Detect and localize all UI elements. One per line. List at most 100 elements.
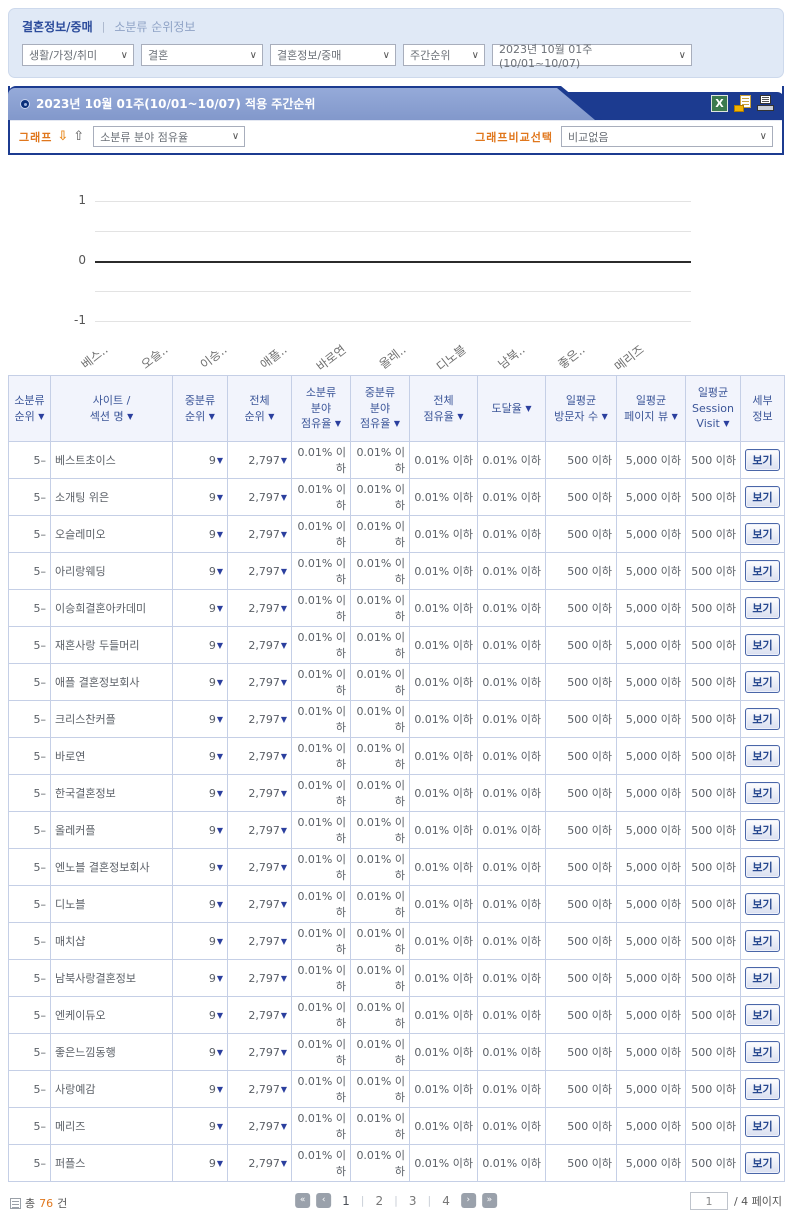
page-number-input[interactable] xyxy=(689,1192,728,1210)
view-detail-button[interactable]: 보기 xyxy=(745,449,780,471)
breadcrumb-sub-link[interactable]: 소분류 순위정보 xyxy=(114,20,196,34)
cell-site-name[interactable]: 사랑예감 xyxy=(50,1070,173,1108)
cell-reach: 0.01% 이하 xyxy=(477,626,546,664)
view-detail-button[interactable]: 보기 xyxy=(745,634,780,656)
column-header[interactable]: 일평균 Session Visit ▼ xyxy=(685,375,741,442)
sort-descending-arrow-icon[interactable]: ⇩ xyxy=(57,129,69,144)
pagination-prev-button[interactable]: ‹ xyxy=(316,1193,332,1208)
view-detail-button[interactable]: 보기 xyxy=(745,1115,780,1137)
sort-arrow-icon: ▼ xyxy=(720,419,730,429)
sort-arrow-icon: ▼ xyxy=(391,419,401,429)
column-header[interactable]: 사이트 / 섹션 명 ▼ xyxy=(50,375,173,442)
column-header[interactable]: 일평균 페이지 뷰 ▼ xyxy=(616,375,686,442)
pagination-next-button[interactable]: › xyxy=(460,1193,476,1208)
view-detail-button[interactable]: 보기 xyxy=(745,560,780,582)
view-detail-button[interactable]: 보기 xyxy=(745,782,780,804)
graph-metric-select[interactable]: 소분류 분야 점유율 ∨ xyxy=(93,126,246,147)
view-detail-button[interactable]: 보기 xyxy=(745,1152,780,1174)
cell-site-name[interactable]: 이승희결혼아카데미 xyxy=(50,589,173,627)
breadcrumb: 결혼정보/중매 | 소분류 순위정보 xyxy=(22,18,770,35)
view-detail-button[interactable]: 보기 xyxy=(745,708,780,730)
cell-site-name[interactable]: 올레커플 xyxy=(50,811,173,849)
filter-row: 생활/가정/취미 ∨ 결혼 ∨ 결혼정보/중매 ∨ 주간순위 ∨ 2023년 10월 0… xyxy=(22,43,770,70)
category-select[interactable]: 생활/가정/취미 ∨ xyxy=(22,44,134,66)
view-detail-button[interactable]: 보기 xyxy=(745,1078,780,1100)
pagination-first-button[interactable]: « xyxy=(295,1193,311,1208)
pagination-page-4[interactable]: 4 xyxy=(442,1193,450,1208)
view-detail-button[interactable]: 보기 xyxy=(745,486,780,508)
cell-total-share: 0.01% 이하 xyxy=(409,1070,478,1108)
pagination-page-1[interactable]: 1 xyxy=(342,1193,350,1208)
down-triangle-icon: ▼ xyxy=(216,492,223,502)
view-detail-button[interactable]: 보기 xyxy=(745,1004,780,1026)
cell-site-name[interactable]: 베스트초이스 xyxy=(50,441,173,479)
pagination-page-2[interactable]: 2 xyxy=(375,1193,384,1208)
down-triangle-icon: ▼ xyxy=(280,640,287,650)
column-header[interactable]: 중분류 순위 ▼ xyxy=(172,375,228,442)
cell-daily-visitors: 500 이하 xyxy=(545,1033,617,1071)
chart-y-tick: -1 xyxy=(74,313,86,327)
cell-daily-pageviews: 5,000 이하 xyxy=(616,811,686,849)
period-select[interactable]: 2023년 10월 01주(10/01~10/07) ∨ xyxy=(492,43,692,70)
column-header[interactable]: 전체 순위 ▼ xyxy=(227,375,292,442)
cell-site-name[interactable]: 메리즈 xyxy=(50,1107,173,1145)
cell-site-name[interactable]: 엔노블 결혼정보회사 xyxy=(50,848,173,886)
cell-site-name[interactable]: 애플 결혼정보회사 xyxy=(50,663,173,701)
print-icon[interactable] xyxy=(757,95,774,112)
graph-compare-select[interactable]: 비교없음 ∨ xyxy=(561,126,773,147)
view-detail-button[interactable]: 보기 xyxy=(745,930,780,952)
page-jump: / 4 페이지 xyxy=(689,1192,782,1210)
cell-site-name[interactable]: 재혼사랑 두들머리 xyxy=(50,626,173,664)
view-detail-button[interactable]: 보기 xyxy=(745,967,780,989)
view-detail-button[interactable]: 보기 xyxy=(745,745,780,767)
view-detail-button[interactable]: 보기 xyxy=(745,1041,780,1063)
pagination-last-button[interactable]: » xyxy=(481,1193,497,1208)
column-header[interactable]: 소분류 순위 ▼ xyxy=(8,375,51,442)
column-header[interactable]: 중분류 분야 점유율 ▼ xyxy=(350,375,410,442)
cell-sub-rank: 5– xyxy=(8,626,51,664)
cell-daily-sessions: 500 이하 xyxy=(685,478,741,516)
down-triangle-icon: ▼ xyxy=(216,936,223,946)
cell-site-name[interactable]: 엔케이듀오 xyxy=(50,996,173,1034)
cell-daily-visitors: 500 이하 xyxy=(545,589,617,627)
middle-category-select[interactable]: 결혼 ∨ xyxy=(141,44,263,66)
cell-site-name[interactable]: 매치샵 xyxy=(50,922,173,960)
view-detail-button[interactable]: 보기 xyxy=(745,856,780,878)
period-type-select[interactable]: 주간순위 ∨ xyxy=(403,44,485,66)
cell-site-name[interactable]: 한국결혼정보 xyxy=(50,774,173,812)
chart-y-tick: 0 xyxy=(78,253,86,267)
excel-export-icon[interactable]: X xyxy=(711,95,728,112)
cell-sub-share: 0.01% 이하 xyxy=(291,626,351,664)
pagination-page-3[interactable]: 3 xyxy=(408,1193,417,1208)
cell-daily-pageviews: 5,000 이하 xyxy=(616,774,686,812)
export-icons: X xyxy=(711,95,774,112)
cell-site-name[interactable]: 오슬레미오 xyxy=(50,515,173,553)
cell-total-rank: 2,797▼ xyxy=(227,922,292,960)
view-detail-button[interactable]: 보기 xyxy=(745,819,780,841)
middle-category-select-value: 결혼 xyxy=(148,49,169,62)
table-row: 5– 엔케이듀오 9▼ 2,797▼ 0.01% 이하 0.01% 이하 0.0… xyxy=(8,996,785,1034)
view-detail-button[interactable]: 보기 xyxy=(745,893,780,915)
cell-daily-visitors: 500 이하 xyxy=(545,959,617,997)
cell-mid-share: 0.01% 이하 xyxy=(350,663,410,701)
cell-site-name[interactable]: 좋은느낌동행 xyxy=(50,1033,173,1071)
cell-site-name[interactable]: 남북사랑결혼정보 xyxy=(50,959,173,997)
cell-site-name[interactable]: 바로연 xyxy=(50,737,173,775)
cell-site-name[interactable]: 아리랑웨딩 xyxy=(50,552,173,590)
sort-ascending-arrow-icon[interactable]: ⇧ xyxy=(73,129,85,144)
cell-detail: 보기 xyxy=(740,478,785,516)
column-header[interactable]: 일평균 방문자 수 ▼ xyxy=(545,375,617,442)
cell-site-name[interactable]: 크리스찬커플 xyxy=(50,700,173,738)
table-row: 5– 오슬레미오 9▼ 2,797▼ 0.01% 이하 0.01% 이하 0.0… xyxy=(8,515,785,553)
view-detail-button[interactable]: 보기 xyxy=(745,523,780,545)
column-header[interactable]: 소분류 분야 점유율 ▼ xyxy=(291,375,351,442)
cell-site-name[interactable]: 소개팅 위은 xyxy=(50,478,173,516)
small-category-select[interactable]: 결혼정보/중매 ∨ xyxy=(270,44,396,66)
cell-site-name[interactable]: 퍼플스 xyxy=(50,1144,173,1182)
cell-site-name[interactable]: 디노블 xyxy=(50,885,173,923)
cell-reach: 0.01% 이하 xyxy=(477,515,546,553)
view-detail-button[interactable]: 보기 xyxy=(745,597,780,619)
email-icon[interactable] xyxy=(734,95,751,112)
view-detail-button[interactable]: 보기 xyxy=(745,671,780,693)
cell-sub-share: 0.01% 이하 xyxy=(291,1144,351,1182)
